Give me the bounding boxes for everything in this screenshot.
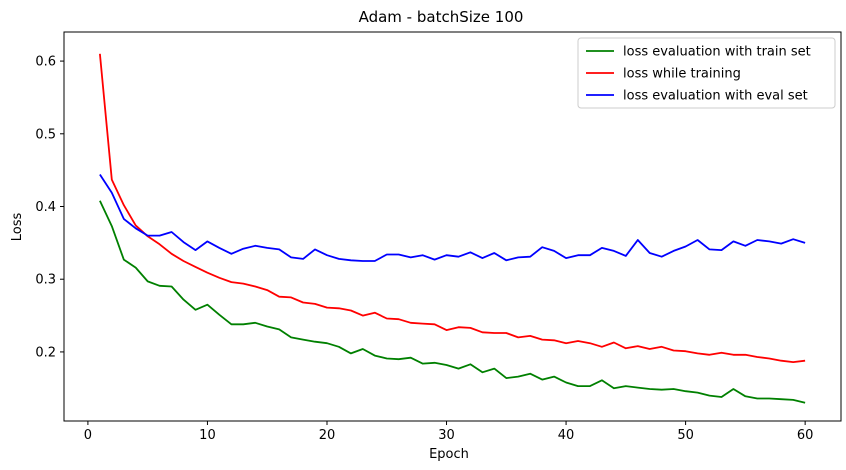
series-layer [99, 53, 806, 404]
legend-box [577, 37, 836, 109]
y-tick-label: 0.3 [35, 273, 56, 288]
x-tick-label: 10 [199, 428, 216, 443]
x-tick-label: 20 [319, 428, 336, 443]
y-axis-label: Loss [10, 213, 25, 242]
x-axis-ticks: 0 10 20 30 40 50 60 [84, 421, 814, 443]
x-tick-label: 0 [84, 428, 92, 443]
x-tick-label: 30 [438, 428, 455, 443]
plot-frame [63, 31, 842, 422]
y-tick-label: 0.2 [35, 345, 56, 360]
y-axis-ticks: 0.2 0.3 0.4 0.5 0.6 [35, 55, 64, 360]
legend-label: loss evaluation with eval set [623, 89, 808, 104]
y-tick-label: 0.4 [35, 200, 56, 215]
series-line-3 [99, 174, 806, 262]
x-tick-label: 60 [797, 428, 814, 443]
y-tick-label: 0.5 [35, 127, 56, 142]
x-axis-label: Epoch [429, 447, 469, 462]
chart-title: Adam - batchSize 100 [359, 8, 524, 26]
x-tick-label: 50 [677, 428, 694, 443]
series-line-1 [99, 200, 806, 404]
x-tick-label: 40 [558, 428, 575, 443]
legend: loss evaluation with train set loss while… [577, 37, 836, 109]
legend-label: loss evaluation with train set [623, 45, 811, 60]
legend-label: loss while training [623, 67, 741, 82]
series-line-2 [99, 53, 806, 364]
y-tick-label: 0.6 [35, 55, 56, 70]
